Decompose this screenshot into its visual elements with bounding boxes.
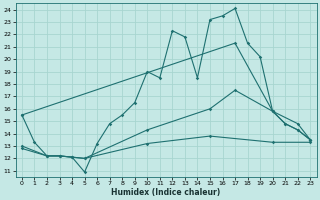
X-axis label: Humidex (Indice chaleur): Humidex (Indice chaleur) xyxy=(111,188,221,197)
